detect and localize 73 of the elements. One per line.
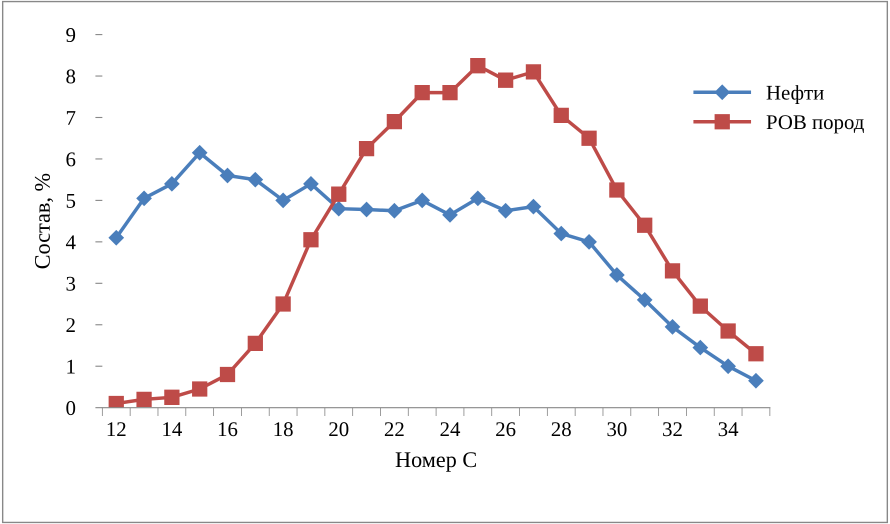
point: [442, 84, 458, 100]
point: [498, 72, 514, 88]
point: [386, 114, 402, 130]
y-tick-label: 4: [66, 235, 76, 250]
point: [470, 190, 486, 206]
point: [303, 176, 319, 192]
point: [720, 358, 736, 374]
point: [414, 84, 430, 100]
point: [164, 176, 180, 192]
point: [220, 168, 236, 184]
point: [248, 172, 263, 188]
point: [164, 390, 180, 405]
point: [359, 202, 374, 218]
x-tick-label: 12: [108, 422, 126, 436]
point: [414, 192, 430, 208]
point: [470, 58, 486, 74]
point: [637, 218, 652, 233]
point: [498, 203, 514, 218]
point: [192, 145, 208, 160]
x-tick-label: 32: [663, 422, 682, 436]
point: [609, 267, 624, 283]
x-tick-label: 18: [274, 422, 293, 436]
point: [136, 392, 152, 408]
point: [108, 230, 124, 246]
x-tick-label: 24: [440, 422, 460, 436]
point: [358, 140, 374, 156]
point: [554, 226, 569, 242]
point: [692, 298, 708, 314]
y-tick-label: 0: [66, 401, 76, 416]
y-tick-label: 9: [66, 28, 76, 42]
point: [609, 182, 625, 198]
point: [220, 366, 236, 382]
y-tick-label: 7: [66, 111, 76, 125]
x-tick-label: 28: [552, 422, 571, 436]
y-tick-label: 1: [67, 360, 75, 374]
legend-label: РОВ пород: [766, 115, 864, 134]
point: [582, 234, 597, 250]
point: [303, 232, 319, 248]
point: [248, 336, 263, 352]
x-tick-label: 30: [607, 422, 627, 436]
point: [581, 130, 597, 146]
y-tick-label: 5: [66, 194, 76, 208]
x-tick-label: 20: [329, 422, 348, 436]
legend-label: Нефти: [766, 85, 824, 104]
point: [331, 201, 346, 216]
point: [554, 108, 569, 124]
point: [136, 190, 152, 206]
x-tick-label: 14: [163, 422, 182, 436]
y-axis-title: Состав, %: [34, 174, 54, 268]
point: [386, 203, 402, 218]
x-tick-label: 34: [718, 422, 738, 436]
point: [276, 192, 291, 208]
point: [748, 373, 764, 388]
y-tick-label: 3: [66, 276, 76, 291]
point: [692, 340, 708, 356]
y-tick-label: 8: [66, 69, 76, 84]
point: [748, 346, 764, 362]
point: [720, 323, 736, 339]
y-tick-label: 2: [66, 318, 75, 332]
point: [664, 263, 680, 279]
point: [637, 292, 652, 308]
y-tick-label: 6: [66, 152, 76, 166]
x-tick-label: 26: [496, 422, 516, 436]
x-tick-label: 22: [384, 422, 404, 436]
x-tick-label: 16: [218, 422, 238, 436]
point: [192, 381, 208, 397]
point: [664, 319, 680, 334]
point: [275, 296, 291, 312]
point: [331, 186, 346, 202]
point: [442, 207, 458, 222]
point: [526, 199, 542, 214]
x-axis-title: Номер С: [396, 452, 476, 472]
point: [526, 64, 542, 80]
